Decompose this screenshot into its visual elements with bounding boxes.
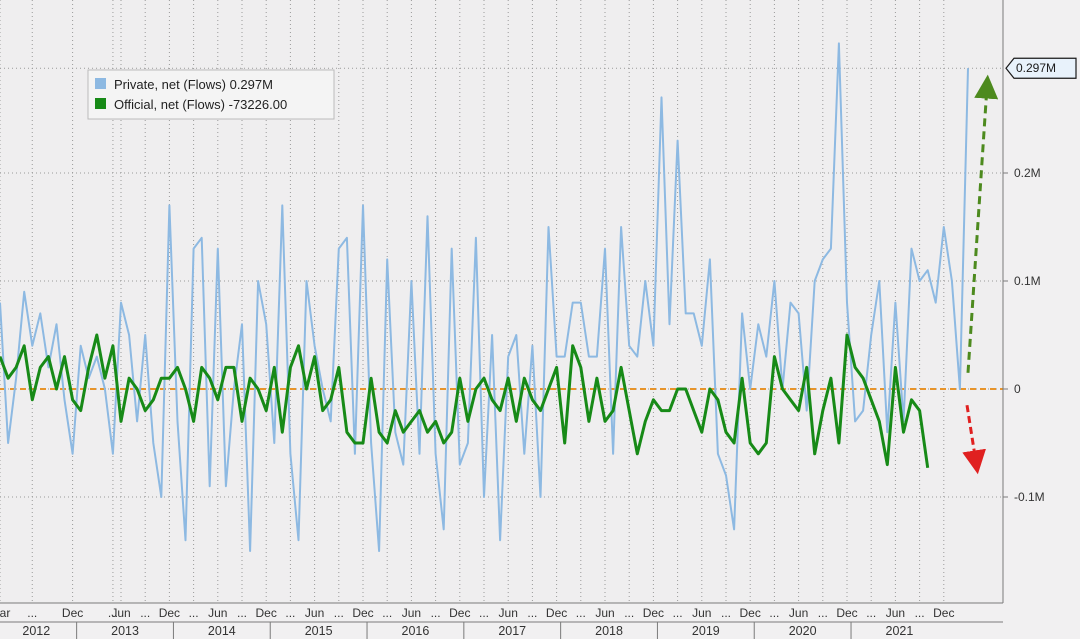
x-tick-label: ... [108, 606, 118, 620]
year-label: 2017 [498, 624, 526, 638]
year-label: 2018 [595, 624, 623, 638]
x-tick-label: ... [334, 606, 344, 620]
legend: Private, net (Flows) 0.297M Official, ne… [87, 69, 335, 120]
value-tag-private-label: 0.297M [1016, 61, 1056, 75]
y-tick-label: 0.2M [1014, 166, 1041, 180]
x-tick-label: ... [527, 606, 537, 620]
year-label: 2020 [789, 624, 817, 638]
x-tick-label: Dec [740, 606, 761, 620]
y-tick-label: 0.1M [1014, 274, 1041, 288]
year-label: 2012 [22, 624, 50, 638]
value-tag-private [1005, 57, 1077, 79]
x-tick-label: ... [769, 606, 779, 620]
legend-box [87, 69, 335, 120]
year-label: 2015 [305, 624, 333, 638]
x-tick-label: Dec [546, 606, 567, 620]
year-label: 2013 [111, 624, 139, 638]
x-tick-label: ... [915, 606, 925, 620]
series-line-official [0, 333, 930, 469]
x-tick-label: ... [479, 606, 489, 620]
x-tick-label: Jun [789, 606, 808, 620]
x-tick-label: Dec [933, 606, 954, 620]
x-tick-label: Dec [159, 606, 180, 620]
x-tick-label: Mar [0, 606, 10, 620]
x-tick-label: Jun [402, 606, 421, 620]
x-tick-label: ... [866, 606, 876, 620]
year-label: 2016 [402, 624, 430, 638]
x-tick-label: Jun [595, 606, 614, 620]
x-tick-label: Dec [256, 606, 277, 620]
x-tick-label: ... [189, 606, 199, 620]
legend-label-official: Official, net (Flows) -73226.00 [114, 97, 287, 112]
x-tick-label: Jun [692, 606, 711, 620]
x-tick-label: Jun [305, 606, 324, 620]
x-tick-label: Dec [643, 606, 664, 620]
x-tick-label: Jun [499, 606, 518, 620]
arrow-down [962, 404, 986, 475]
x-tick-label: ... [818, 606, 828, 620]
x-tick-label: ... [576, 606, 586, 620]
x-tick-label: ... [624, 606, 634, 620]
x-tick-label: ... [140, 606, 150, 620]
x-tick-label: Dec [62, 606, 83, 620]
value-tags: 0.297M -73226.00 [1005, 0, 1077, 79]
x-tick-label: Jun [111, 606, 130, 620]
year-label: 2021 [886, 624, 914, 638]
legend-label-private: Private, net (Flows) 0.297M [114, 77, 273, 92]
value-tag-official-label: -73226.00 [1016, 0, 1070, 3]
annotation-arrows [962, 74, 999, 475]
x-tick-label: ... [721, 606, 731, 620]
x-tick-label: ... [431, 606, 441, 620]
x-tick-label: ... [673, 606, 683, 620]
x-axis: Mar...Dec...Jun...Dec...Jun...Dec...Jun.… [0, 602, 1003, 639]
x-tick-label: Jun [208, 606, 227, 620]
x-tick-label: Dec [449, 606, 470, 620]
x-tick-label: ... [382, 606, 392, 620]
series-line-private [0, 42, 969, 552]
x-tick-label: ... [237, 606, 247, 620]
legend-swatch-official [95, 98, 106, 109]
year-label: 2014 [208, 624, 236, 638]
x-tick-label: Jun [886, 606, 905, 620]
y-axis: 0.2M 0.1M 0 -0.1M [1002, 0, 1045, 603]
x-tick-label: Dec [836, 606, 857, 620]
x-tick-label: ... [285, 606, 295, 620]
series-layer [0, 42, 969, 552]
x-tick-label: Dec [352, 606, 373, 620]
legend-swatch-private [95, 78, 106, 89]
x-tick-label: ... [27, 606, 37, 620]
y-tick-label: -0.1M [1014, 490, 1045, 504]
arrow-up [966, 74, 999, 373]
year-label: 2019 [692, 624, 720, 638]
y-tick-label: 0 [1014, 382, 1021, 396]
